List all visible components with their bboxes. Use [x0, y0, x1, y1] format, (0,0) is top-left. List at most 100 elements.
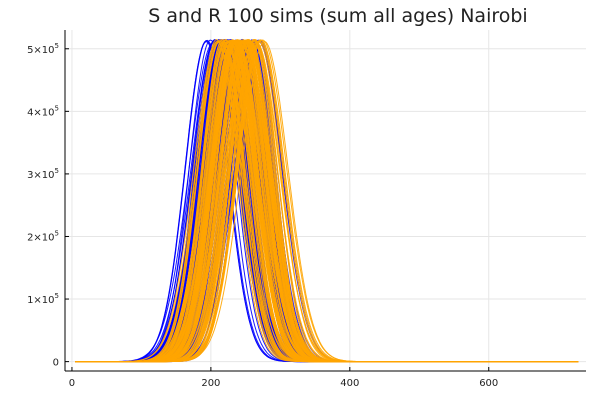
- series-line: [75, 40, 579, 363]
- series-line: [75, 40, 579, 363]
- series-line: [75, 41, 579, 363]
- series-line: [75, 39, 579, 363]
- series-line: [75, 41, 579, 363]
- series-line: [75, 40, 579, 363]
- series-line: [75, 39, 579, 363]
- series-lines: [75, 38, 579, 363]
- series-line: [75, 40, 579, 363]
- series-line: [75, 40, 579, 363]
- series-line: [75, 38, 579, 363]
- series-line: [75, 40, 579, 363]
- series-line: [75, 39, 579, 363]
- series-line: [75, 40, 579, 363]
- series-line: [75, 41, 579, 363]
- series-line: [75, 41, 579, 363]
- series-line: [75, 39, 579, 363]
- series-line: [75, 39, 579, 363]
- series-line: [75, 39, 579, 363]
- series-line: [75, 41, 579, 363]
- series-line: [75, 39, 579, 363]
- series-line: [75, 42, 579, 363]
- series-line: [75, 41, 579, 363]
- series-line: [75, 41, 579, 363]
- series-line: [75, 40, 579, 363]
- series-line: [75, 40, 579, 363]
- series-line: [75, 41, 579, 363]
- series-line: [75, 41, 579, 363]
- series-line: [75, 39, 579, 363]
- series-line: [75, 40, 579, 363]
- series-line: [75, 39, 579, 363]
- series-line: [75, 39, 579, 363]
- series-line: [75, 39, 579, 363]
- series-line: [75, 39, 579, 363]
- y-ticks: 0 1×105 2×105 3×105 4×105 5×105: [27, 42, 69, 369]
- series-line: [75, 38, 579, 363]
- series-line: [75, 39, 579, 363]
- series-line: [75, 39, 579, 363]
- series-line: [75, 40, 579, 363]
- series-line: [75, 39, 579, 363]
- series-line: [75, 40, 579, 363]
- series-line: [75, 40, 579, 363]
- series-line: [75, 41, 579, 363]
- series-line: [75, 40, 579, 363]
- series-line: [75, 40, 579, 363]
- series-line: [75, 41, 579, 363]
- series-line: [75, 40, 579, 363]
- series-line: [75, 40, 579, 363]
- series-line: [75, 39, 579, 363]
- series-line: [75, 40, 579, 363]
- series-line: [75, 41, 579, 363]
- y-tick-label: 4×105: [27, 104, 59, 118]
- series-line: [75, 41, 579, 363]
- series-line: [75, 39, 579, 363]
- series-line: [75, 40, 579, 363]
- series-line: [75, 39, 579, 363]
- series-line: [75, 39, 579, 363]
- series-line: [75, 41, 579, 363]
- series-line: [75, 38, 579, 363]
- series-line: [75, 41, 579, 363]
- series-line: [75, 38, 579, 363]
- series-line: [75, 39, 579, 363]
- series-line: [75, 39, 579, 363]
- series-line: [75, 40, 579, 363]
- series-line: [75, 39, 579, 363]
- series-line: [75, 39, 579, 363]
- series-line: [75, 39, 579, 363]
- series-line: [75, 40, 579, 363]
- series-line: [75, 40, 579, 363]
- series-line: [75, 39, 579, 363]
- grid: [65, 30, 586, 371]
- series-line: [75, 39, 579, 363]
- series-line: [75, 40, 579, 363]
- series-line: [75, 40, 579, 363]
- series-line: [75, 39, 579, 363]
- series-line: [75, 40, 579, 363]
- series-line: [75, 39, 579, 363]
- series-line: [75, 39, 579, 363]
- series-line: [75, 39, 579, 363]
- series-line: [75, 41, 579, 363]
- series-line: [75, 39, 579, 363]
- series-line: [75, 40, 579, 363]
- series-line: [75, 41, 579, 363]
- x-tick-label: 400: [340, 378, 359, 389]
- series-line: [75, 41, 579, 363]
- series-line: [75, 39, 579, 363]
- series-line: [75, 39, 579, 363]
- x-ticks: 0 200 400 600: [69, 367, 498, 389]
- series-line: [75, 41, 579, 363]
- series-line: [75, 41, 579, 363]
- series-line: [75, 40, 579, 363]
- series-line: [75, 40, 579, 363]
- series-line: [75, 39, 579, 363]
- series-line: [75, 39, 579, 363]
- series-line: [75, 40, 579, 363]
- series-line: [75, 40, 579, 363]
- series-line: [75, 41, 579, 363]
- series-line: [75, 39, 579, 363]
- series-line: [75, 42, 579, 363]
- series-line: [75, 41, 579, 363]
